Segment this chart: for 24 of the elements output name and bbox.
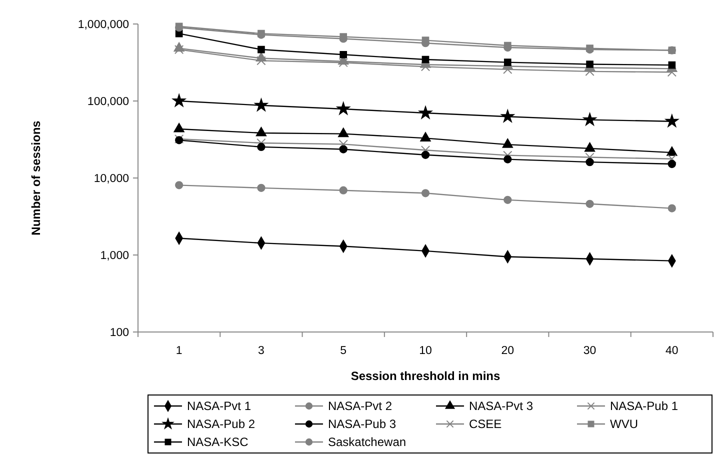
legend-label: NASA-Pvt 2 [328,399,392,414]
x-tick-label: 5 [340,345,347,357]
y-tick-label: 100,000 [87,96,129,108]
legend-label: NASA-Pub 3 [328,417,396,432]
y-tick-label: 10,000 [94,173,129,186]
legend-label: CSEE [469,417,502,432]
x-tick-label: 40 [666,345,678,357]
x-tick-label: 1 [176,345,182,357]
x-tick-label: 3 [258,345,264,357]
y-tick-label: 1,000,000 [78,19,129,32]
y-tick-label: 100 [110,327,129,340]
x-axis-title: Session threshold in mins [350,369,500,383]
legend-label: WVU [610,417,638,432]
y-axis-title: Number of sessions [29,120,43,236]
legend-label: NASA-Pub 1 [610,399,678,414]
legend-label: NASA-Pub 2 [187,417,256,432]
y-tick-label: 1,000 [100,250,129,262]
x-tick-label: 20 [501,345,514,357]
legend-label: NASA-Pvt 3 [469,399,534,414]
legend-label: NASA-KSC [187,435,249,450]
x-tick-label: 10 [419,345,432,357]
x-tick-label: 30 [583,345,596,357]
legend-label: NASA-Pvt 1 [187,399,252,414]
legend-label: Saskatchewan [328,435,406,450]
